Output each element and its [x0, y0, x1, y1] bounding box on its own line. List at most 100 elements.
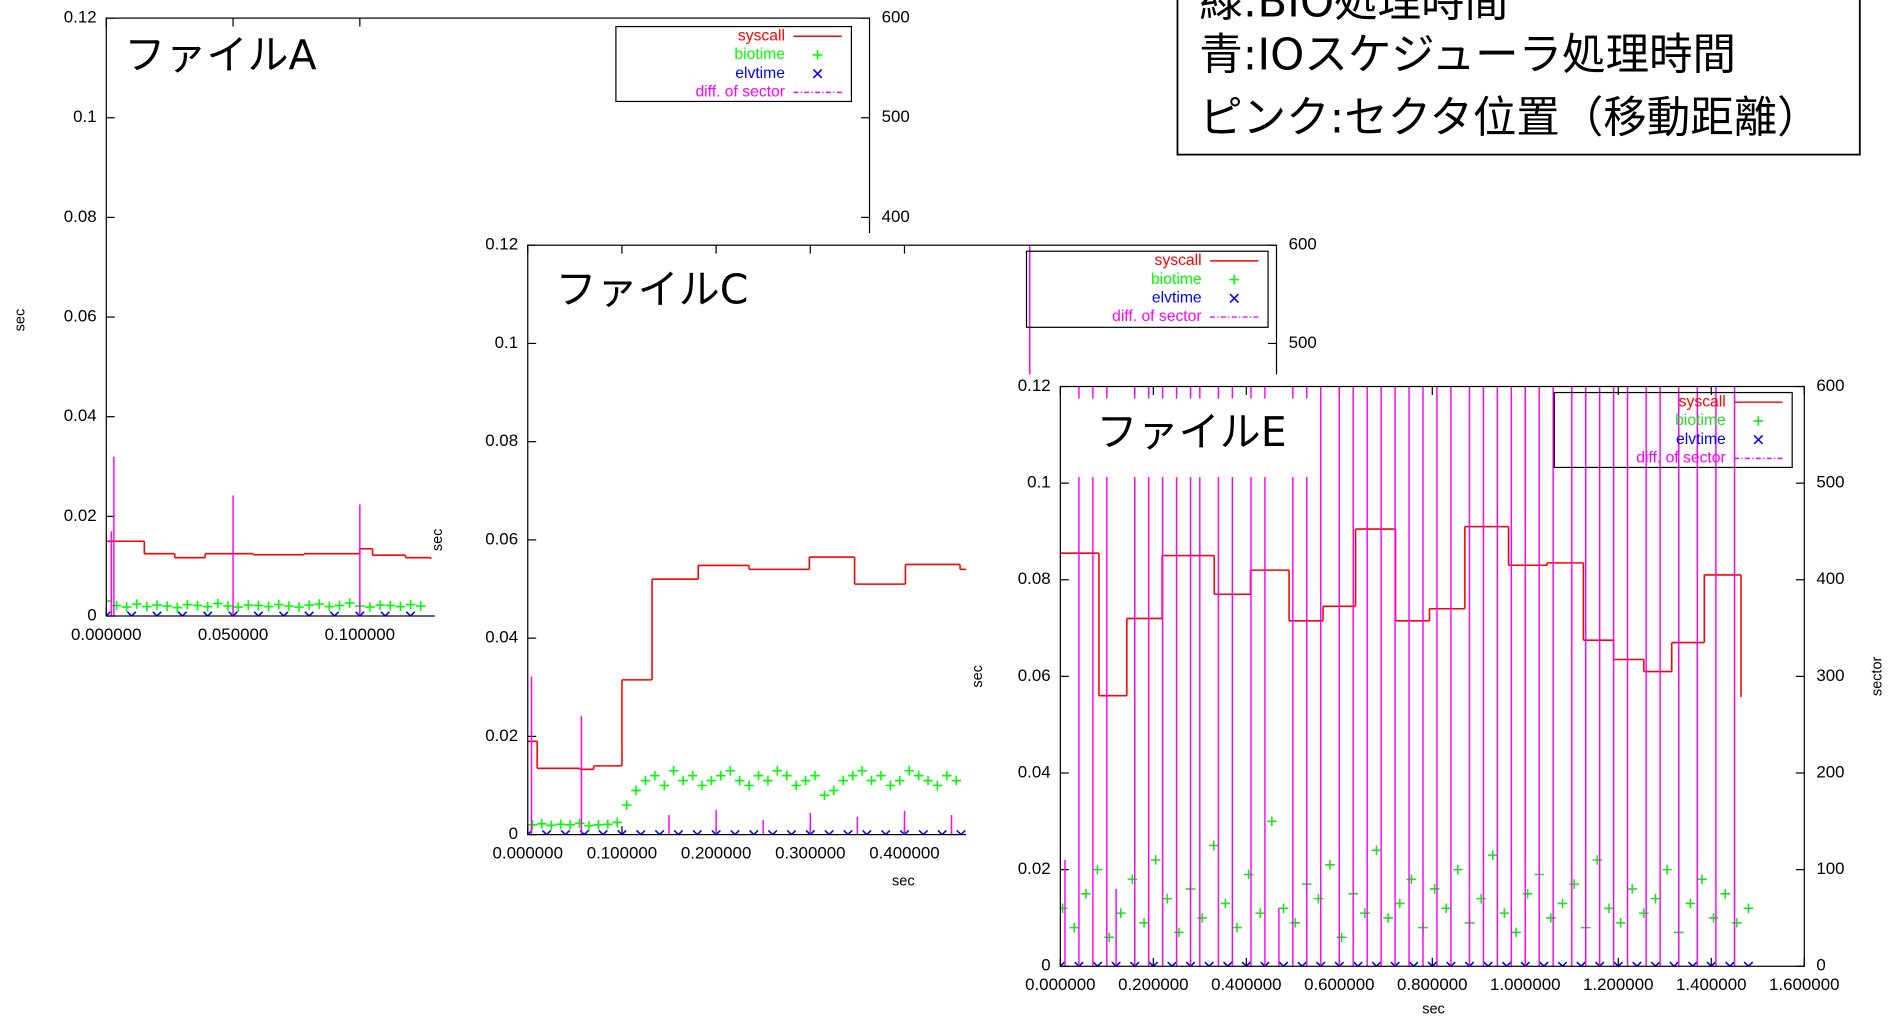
- legend-label: diff. of sector: [695, 84, 785, 101]
- point: [1360, 908, 1370, 918]
- point: [329, 611, 340, 616]
- point: [1446, 961, 1456, 967]
- note-line: 青:IOスケジューラ処理時間: [1199, 30, 1736, 80]
- point: [1743, 961, 1754, 967]
- point: [541, 829, 552, 835]
- point: [1290, 917, 1300, 928]
- point: [1060, 961, 1066, 967]
- point: [1592, 855, 1603, 865]
- legend-label: diff. of sector: [1636, 450, 1726, 467]
- point: [131, 599, 142, 609]
- point: [415, 601, 426, 611]
- point: [162, 601, 172, 611]
- point: [182, 599, 193, 610]
- plot-area: [1060, 386, 1754, 967]
- point: [1139, 917, 1149, 928]
- point: [314, 599, 325, 609]
- y-tick-label: 0.1: [73, 107, 96, 126]
- y-tick-label: 0: [87, 605, 96, 624]
- point: [650, 770, 660, 781]
- point: [202, 601, 213, 612]
- point: [894, 775, 905, 786]
- legend-symbol: [1753, 434, 1764, 445]
- point: [772, 765, 783, 776]
- point: [749, 829, 759, 835]
- point: [730, 829, 740, 835]
- point: [1632, 961, 1642, 967]
- point: [1487, 850, 1498, 860]
- point: [1557, 961, 1568, 967]
- point: [1220, 898, 1231, 909]
- point: [1522, 888, 1533, 899]
- x-tick-label: 0.300000: [775, 843, 845, 862]
- point: [635, 829, 646, 835]
- y-tick-label: 0.1: [1027, 473, 1050, 492]
- y-tick-label: 0.02: [485, 726, 518, 745]
- point: [365, 602, 375, 612]
- point: [932, 780, 943, 791]
- x-tick-label: 0.000000: [71, 625, 141, 644]
- chart-label: ファイルC: [556, 265, 749, 313]
- point: [1336, 932, 1347, 943]
- point: [904, 765, 915, 776]
- point: [395, 601, 406, 612]
- point: [923, 775, 933, 786]
- x-axis-label: sec: [1422, 1002, 1445, 1017]
- point: [1476, 893, 1486, 904]
- x-tick-label: 0.800000: [1397, 975, 1467, 994]
- point: [1104, 932, 1114, 943]
- y-tick-label: 0.08: [485, 431, 518, 450]
- point: [584, 820, 594, 831]
- x-tick-label: 0.000000: [1025, 975, 1095, 994]
- point: [565, 819, 575, 830]
- point: [791, 780, 802, 791]
- point: [1222, 961, 1233, 967]
- point: [1243, 869, 1254, 880]
- point: [1278, 903, 1289, 914]
- point: [223, 601, 233, 611]
- point: [1197, 913, 1207, 923]
- point: [106, 611, 112, 616]
- point: [1639, 908, 1649, 918]
- point: [918, 829, 929, 835]
- point: [527, 829, 533, 835]
- point: [213, 598, 223, 609]
- legend-label: syscall: [1155, 252, 1202, 269]
- y2-tick-label: 600: [1289, 235, 1317, 254]
- point: [1174, 927, 1184, 938]
- point: [824, 829, 834, 835]
- point: [1371, 845, 1382, 856]
- point: [1315, 961, 1326, 967]
- point: [375, 600, 385, 610]
- x-tick-label: 1.200000: [1583, 975, 1653, 994]
- point: [1427, 961, 1438, 967]
- y-tick-label: 0.08: [1018, 569, 1051, 588]
- point: [1708, 913, 1719, 923]
- point: [1074, 961, 1084, 967]
- x-tick-label: 0.400000: [869, 843, 939, 862]
- point: [253, 600, 264, 611]
- y-tick-label: 0.04: [1018, 762, 1051, 781]
- point: [1129, 961, 1140, 967]
- point: [1334, 961, 1345, 967]
- legend-symbol: [1753, 416, 1764, 426]
- point: [725, 765, 736, 776]
- x-axis-label: sec: [892, 874, 915, 890]
- legend-label: biotime: [1675, 412, 1726, 429]
- legend-label: biotime: [734, 46, 785, 63]
- note-line: 緑:BIO処理時間: [1199, 0, 1508, 27]
- point: [857, 765, 867, 776]
- y2-tick-label: 300: [1816, 666, 1844, 685]
- y-axis-label: sec: [970, 665, 986, 688]
- point: [612, 817, 623, 828]
- y2-tick-label: 500: [1816, 473, 1844, 492]
- y2-tick-label: 400: [882, 207, 910, 226]
- x-tick-label: 0.100000: [325, 625, 395, 644]
- point: [1115, 908, 1126, 918]
- legend-label: diff. of sector: [1112, 308, 1202, 325]
- plot-area: [106, 456, 432, 616]
- point: [1604, 903, 1614, 914]
- point: [1092, 961, 1103, 967]
- y-tick-label: 0: [509, 824, 518, 843]
- point: [1127, 874, 1138, 885]
